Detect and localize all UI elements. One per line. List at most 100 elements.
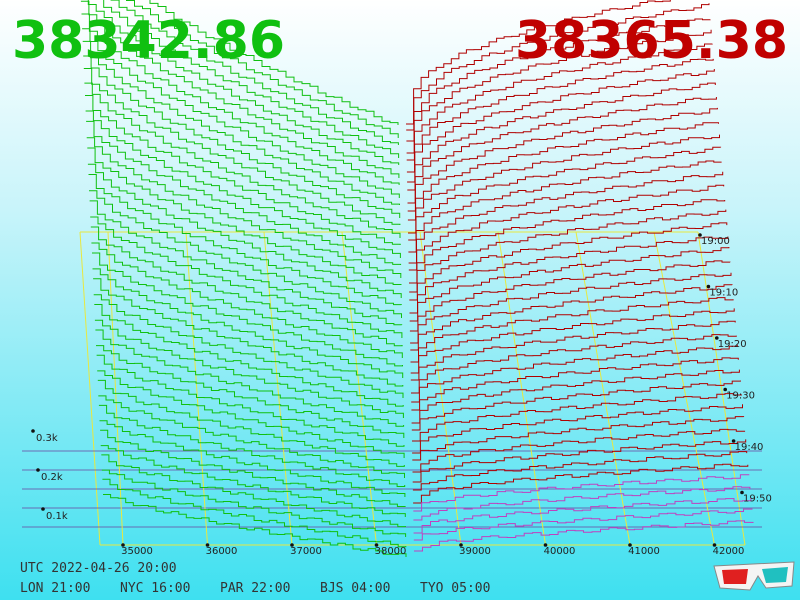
bid-depth-line [83, 68, 401, 225]
bid-depth-line [103, 494, 407, 557]
ask-depth-line [414, 520, 754, 552]
time-label: 19:10 [709, 288, 738, 299]
bid-depth-line [126, 0, 399, 138]
bid-depth-line [98, 395, 405, 478]
bid-depth-line [102, 478, 407, 548]
ask-depth-line [412, 451, 748, 491]
ask-depth-line [409, 222, 728, 301]
utc-clock: UTC 2022-04-26 20:00 [20, 561, 177, 576]
price-label: 38000 [375, 546, 407, 557]
ask-depth-line [411, 369, 740, 424]
tick-dot [36, 468, 40, 472]
bid-depth-line [85, 95, 401, 245]
bid-depth-line [86, 120, 402, 265]
bid-depth-line [81, 13, 400, 185]
bid-depth-line [82, 28, 400, 198]
tick-dot [706, 284, 711, 289]
ask-depth-line [411, 344, 738, 403]
tick-dot [205, 543, 210, 547]
time-label: 19:20 [718, 339, 747, 350]
ask-depth-line [407, 97, 717, 204]
bid-depth-line [97, 379, 405, 467]
tick-dot [731, 439, 736, 443]
ask-depth-line [406, 58, 714, 173]
tick-dot [628, 543, 632, 547]
ask-depth-line [412, 439, 747, 483]
ask-depth-line [410, 297, 734, 363]
3d-glasses-icon [713, 561, 795, 591]
ask-depth-line [412, 404, 743, 454]
ask-depth-line [413, 486, 751, 521]
ask-depth-line [408, 171, 724, 264]
ask-depth-line [408, 184, 725, 271]
ask-depth-line [412, 393, 742, 442]
tick-dot [698, 233, 702, 237]
city-clock: NYC 16:00 [120, 581, 190, 596]
bid-depth-line [110, 0, 399, 145]
price-label: 42000 [713, 546, 745, 557]
ask-depth-line [410, 308, 735, 374]
time-label: 19:30 [726, 391, 755, 402]
bid-depth-line [86, 137, 402, 278]
bid-depth-line [87, 147, 402, 285]
price-grid-line [575, 231, 631, 546]
bid-depth-line [93, 294, 404, 398]
tick-dot [31, 429, 35, 433]
bid-depth-line [96, 345, 405, 438]
city-clock: BJS 04:00 [320, 581, 390, 596]
price-label: 41000 [628, 546, 660, 557]
volume-label: 0.2k [41, 472, 63, 483]
ask-depth-line [413, 508, 753, 541]
bid-depth-line [96, 354, 405, 447]
time-label: 19:40 [735, 442, 764, 453]
bid-depth-line [98, 404, 406, 487]
bid-depth-line [101, 454, 406, 528]
bid-depth-line [92, 268, 404, 378]
bid-depth-line [82, 40, 400, 205]
price-grid-line [341, 231, 377, 546]
ask-depth-line [406, 18, 711, 142]
bid-depth-line [87, 163, 402, 298]
bid-depth-line [83, 55, 401, 218]
price-label: 40000 [544, 546, 576, 557]
bid-depth-line [80, 0, 400, 178]
tick-dot [459, 543, 463, 547]
tick-dot [723, 387, 727, 392]
ask-depth-line [406, 3, 710, 131]
bid-depth-line [101, 469, 407, 537]
bid-depth-line [84, 82, 401, 238]
ask-depth-line [412, 428, 746, 473]
bid-depth-line [149, 0, 399, 125]
ask-depth-line [407, 82, 716, 191]
bid-depth-line [94, 319, 404, 418]
ask-depth-line [407, 107, 718, 212]
bid-depth-line [93, 278, 404, 387]
axis-labels: 35000 36000 37000 38000 39000 40000 41000 42000… [31, 233, 772, 557]
floor-right-edge [697, 231, 746, 546]
ask-depth-line [410, 284, 733, 351]
bid-depth-line [85, 110, 401, 258]
ask-depth-line [409, 247, 730, 322]
bid-depth-line [99, 420, 406, 497]
ask-depth-line [409, 260, 731, 332]
price-grid-line [497, 231, 546, 546]
price-label: 37000 [290, 546, 322, 557]
bid-depth-line [91, 242, 403, 358]
ask-depth-line [411, 357, 739, 411]
bid-depth-line [89, 200, 403, 326]
ask-depth-line [406, 0, 671, 125]
volume-label: 0.1k [46, 511, 68, 522]
tick-dot [712, 543, 717, 547]
ask-depth-line [408, 134, 720, 234]
ask-depth-line [409, 209, 727, 293]
volume-label: 0.3k [36, 433, 58, 444]
ask-depth-line [413, 463, 749, 504]
bid-depth-line [97, 370, 405, 458]
bid-depth-line [90, 216, 403, 338]
ask-depth-line [408, 146, 722, 241]
bid-depth-line [89, 190, 402, 318]
tick-dot [121, 543, 125, 547]
tick-dot [374, 543, 379, 547]
ask-depth-line [406, 43, 713, 161]
ask-depth-line [412, 416, 745, 461]
